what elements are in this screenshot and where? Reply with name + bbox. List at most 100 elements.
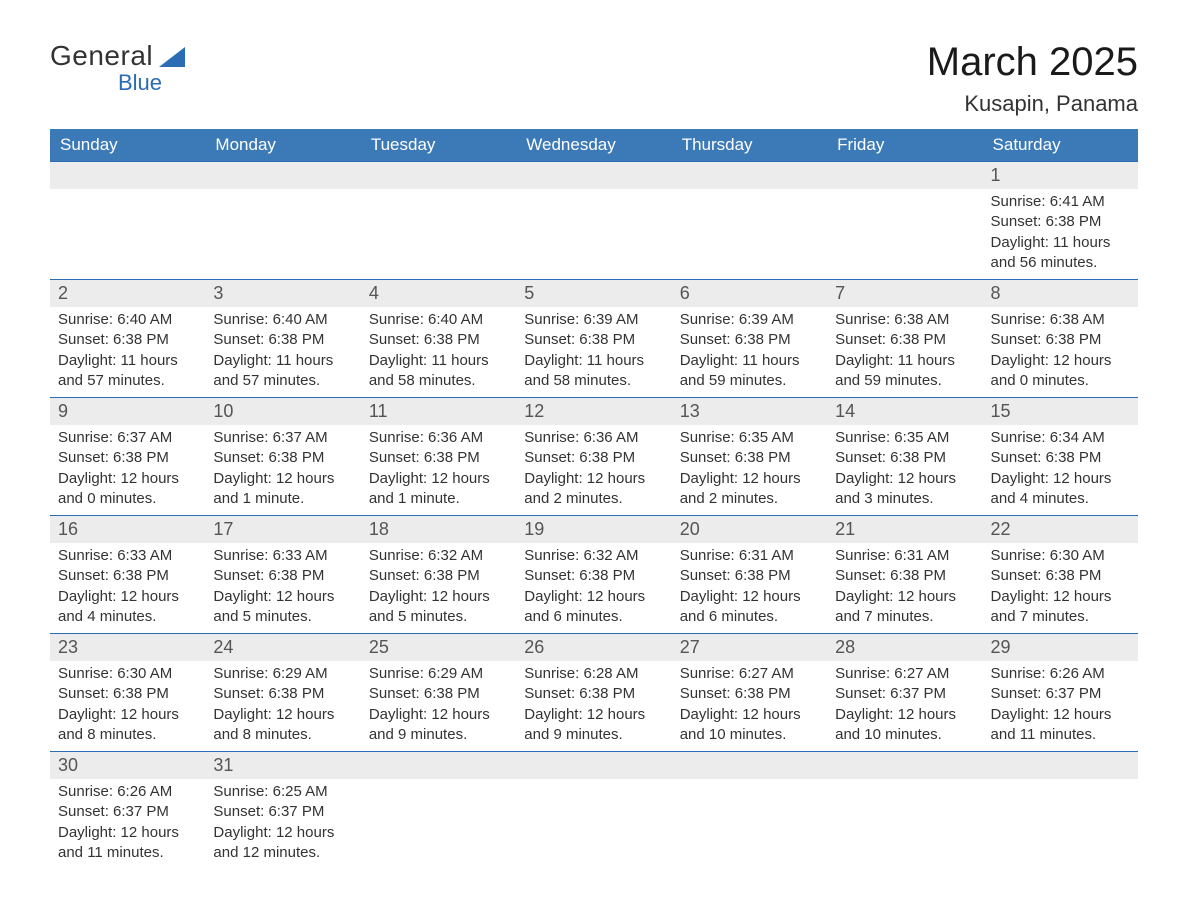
day-number-cell: 3 xyxy=(205,280,360,308)
daynum-row: 2345678 xyxy=(50,280,1138,308)
sunrise-text: Sunrise: 6:36 AM xyxy=(369,428,508,448)
day-detail-cell: Sunrise: 6:28 AMSunset: 6:38 PMDaylight:… xyxy=(516,661,671,752)
daylight-text: Daylight: 12 hours and 4 minutes. xyxy=(58,587,197,628)
sunset-text: Sunset: 6:38 PM xyxy=(524,330,663,350)
daylight-text: Daylight: 12 hours and 11 minutes. xyxy=(58,823,197,864)
day-number-cell: 25 xyxy=(361,634,516,662)
day-detail-cell xyxy=(827,779,982,869)
sunset-text: Sunset: 6:38 PM xyxy=(213,684,352,704)
day-number-cell: 4 xyxy=(361,280,516,308)
calendar-table: SundayMondayTuesdayWednesdayThursdayFrid… xyxy=(50,129,1138,869)
day-detail-cell: Sunrise: 6:30 AMSunset: 6:38 PMDaylight:… xyxy=(983,543,1138,634)
day-detail-cell: Sunrise: 6:36 AMSunset: 6:38 PMDaylight:… xyxy=(516,425,671,516)
day-detail-cell xyxy=(672,779,827,869)
day-detail-cell xyxy=(361,779,516,869)
day-number-cell xyxy=(361,162,516,190)
sunrise-text: Sunrise: 6:27 AM xyxy=(835,664,974,684)
day-detail-cell: Sunrise: 6:27 AMSunset: 6:38 PMDaylight:… xyxy=(672,661,827,752)
day-header: Saturday xyxy=(983,129,1138,162)
month-title: March 2025 xyxy=(927,40,1138,85)
detail-row: Sunrise: 6:33 AMSunset: 6:38 PMDaylight:… xyxy=(50,543,1138,634)
title-block: March 2025 Kusapin, Panama xyxy=(927,40,1138,117)
sunset-text: Sunset: 6:38 PM xyxy=(58,330,197,350)
location-label: Kusapin, Panama xyxy=(927,91,1138,117)
sunrise-text: Sunrise: 6:33 AM xyxy=(58,546,197,566)
day-number-cell: 26 xyxy=(516,634,671,662)
sunrise-text: Sunrise: 6:28 AM xyxy=(524,664,663,684)
sunrise-text: Sunrise: 6:39 AM xyxy=(524,310,663,330)
day-number-cell: 13 xyxy=(672,398,827,426)
sunrise-text: Sunrise: 6:40 AM xyxy=(213,310,352,330)
sunrise-text: Sunrise: 6:29 AM xyxy=(369,664,508,684)
day-number-cell: 24 xyxy=(205,634,360,662)
daynum-row: 3031 xyxy=(50,752,1138,780)
day-detail-cell: Sunrise: 6:37 AMSunset: 6:38 PMDaylight:… xyxy=(50,425,205,516)
day-detail-cell: Sunrise: 6:31 AMSunset: 6:38 PMDaylight:… xyxy=(672,543,827,634)
daylight-text: Daylight: 11 hours and 57 minutes. xyxy=(58,351,197,392)
daynum-row: 1 xyxy=(50,162,1138,190)
day-detail-cell xyxy=(516,779,671,869)
day-number-cell: 28 xyxy=(827,634,982,662)
day-detail-cell: Sunrise: 6:38 AMSunset: 6:38 PMDaylight:… xyxy=(983,307,1138,398)
day-number-cell: 17 xyxy=(205,516,360,544)
day-number-cell: 27 xyxy=(672,634,827,662)
sunset-text: Sunset: 6:38 PM xyxy=(524,566,663,586)
day-detail-cell: Sunrise: 6:37 AMSunset: 6:38 PMDaylight:… xyxy=(205,425,360,516)
day-number-cell xyxy=(50,162,205,190)
day-number-cell: 31 xyxy=(205,752,360,780)
day-number-cell: 11 xyxy=(361,398,516,426)
daylight-text: Daylight: 12 hours and 8 minutes. xyxy=(58,705,197,746)
day-header: Thursday xyxy=(672,129,827,162)
day-detail-cell: Sunrise: 6:32 AMSunset: 6:38 PMDaylight:… xyxy=(361,543,516,634)
day-header: Friday xyxy=(827,129,982,162)
daylight-text: Daylight: 12 hours and 9 minutes. xyxy=(524,705,663,746)
detail-row: Sunrise: 6:37 AMSunset: 6:38 PMDaylight:… xyxy=(50,425,1138,516)
day-number-cell xyxy=(672,752,827,780)
sunset-text: Sunset: 6:38 PM xyxy=(991,330,1130,350)
sunset-text: Sunset: 6:38 PM xyxy=(58,566,197,586)
day-detail-cell: Sunrise: 6:33 AMSunset: 6:38 PMDaylight:… xyxy=(50,543,205,634)
sunset-text: Sunset: 6:38 PM xyxy=(991,212,1130,232)
sunset-text: Sunset: 6:38 PM xyxy=(991,566,1130,586)
daylight-text: Daylight: 12 hours and 8 minutes. xyxy=(213,705,352,746)
day-detail-cell: Sunrise: 6:26 AMSunset: 6:37 PMDaylight:… xyxy=(50,779,205,869)
sunset-text: Sunset: 6:37 PM xyxy=(835,684,974,704)
day-number-cell xyxy=(361,752,516,780)
detail-row: Sunrise: 6:30 AMSunset: 6:38 PMDaylight:… xyxy=(50,661,1138,752)
day-number-cell: 23 xyxy=(50,634,205,662)
day-detail-cell xyxy=(516,189,671,280)
day-number-cell: 16 xyxy=(50,516,205,544)
day-detail-cell: Sunrise: 6:35 AMSunset: 6:38 PMDaylight:… xyxy=(827,425,982,516)
day-number-cell xyxy=(516,752,671,780)
day-detail-cell: Sunrise: 6:40 AMSunset: 6:38 PMDaylight:… xyxy=(205,307,360,398)
day-number-cell: 1 xyxy=(983,162,1138,190)
daylight-text: Daylight: 11 hours and 58 minutes. xyxy=(369,351,508,392)
daylight-text: Daylight: 12 hours and 4 minutes. xyxy=(991,469,1130,510)
daylight-text: Daylight: 12 hours and 6 minutes. xyxy=(680,587,819,628)
day-header: Wednesday xyxy=(516,129,671,162)
sunrise-text: Sunrise: 6:27 AM xyxy=(680,664,819,684)
day-detail-cell: Sunrise: 6:38 AMSunset: 6:38 PMDaylight:… xyxy=(827,307,982,398)
day-detail-cell: Sunrise: 6:39 AMSunset: 6:38 PMDaylight:… xyxy=(672,307,827,398)
day-detail-cell xyxy=(983,779,1138,869)
detail-row: Sunrise: 6:26 AMSunset: 6:37 PMDaylight:… xyxy=(50,779,1138,869)
day-number-cell: 21 xyxy=(827,516,982,544)
sunrise-text: Sunrise: 6:33 AM xyxy=(213,546,352,566)
day-number-cell: 20 xyxy=(672,516,827,544)
day-number-cell: 14 xyxy=(827,398,982,426)
day-number-cell: 30 xyxy=(50,752,205,780)
sunrise-text: Sunrise: 6:26 AM xyxy=(58,782,197,802)
daylight-text: Daylight: 12 hours and 3 minutes. xyxy=(835,469,974,510)
sunrise-text: Sunrise: 6:40 AM xyxy=(58,310,197,330)
sunset-text: Sunset: 6:38 PM xyxy=(680,330,819,350)
daylight-text: Daylight: 12 hours and 10 minutes. xyxy=(835,705,974,746)
day-number-cell: 15 xyxy=(983,398,1138,426)
sunset-text: Sunset: 6:38 PM xyxy=(835,566,974,586)
day-number-cell: 7 xyxy=(827,280,982,308)
day-detail-cell xyxy=(361,189,516,280)
day-detail-cell: Sunrise: 6:35 AMSunset: 6:38 PMDaylight:… xyxy=(672,425,827,516)
sunrise-text: Sunrise: 6:38 AM xyxy=(835,310,974,330)
day-detail-cell: Sunrise: 6:34 AMSunset: 6:38 PMDaylight:… xyxy=(983,425,1138,516)
sunset-text: Sunset: 6:37 PM xyxy=(58,802,197,822)
day-detail-cell: Sunrise: 6:36 AMSunset: 6:38 PMDaylight:… xyxy=(361,425,516,516)
